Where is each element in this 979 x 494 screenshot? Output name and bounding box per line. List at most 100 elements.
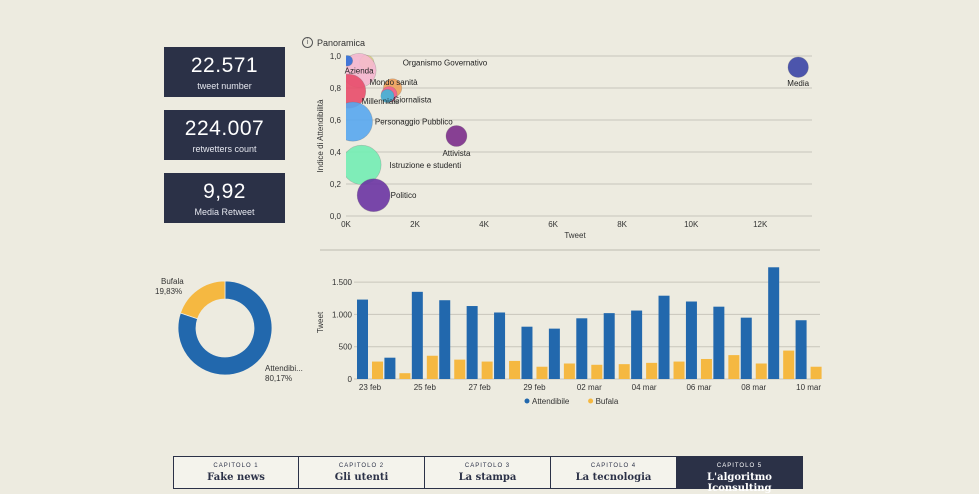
x-tick-label: 23 feb (359, 383, 382, 392)
tab-title: La stampa (458, 472, 517, 483)
bubble-point (356, 178, 391, 212)
bar (509, 360, 521, 379)
x-tick-label: 12K (753, 220, 768, 229)
bar (591, 364, 603, 379)
bar (603, 313, 615, 379)
donut-slice (179, 280, 226, 320)
kpi-label: tweet number (197, 81, 252, 91)
bar (685, 301, 697, 379)
x-tick-label: 6K (548, 220, 558, 229)
bar (426, 355, 438, 379)
tab-title: Gli utenti (334, 472, 389, 483)
x-tick-label: 29 feb (523, 383, 546, 392)
x-axis-title: Tweet (564, 231, 586, 240)
bubble-label: Organismo Governativo (403, 58, 488, 67)
bubble-label: Attivista (442, 149, 471, 158)
tab-kicker: CAPITOLO 4 (590, 463, 637, 469)
legend-swatch (524, 398, 530, 404)
y-axis-title: Indice di Attendibilità (316, 99, 325, 172)
kpi-card-media-retweet: 9,92 Media Retweet (164, 173, 285, 223)
bar (646, 362, 658, 379)
bar (700, 358, 712, 379)
tab-chapter-1[interactable]: CAPITOLO 1 Fake news (173, 456, 299, 489)
kpi-value: 224.007 (184, 117, 265, 140)
legend-label: Attendibile (532, 397, 570, 406)
y-tick-label: 0 (348, 375, 353, 384)
bar (713, 306, 725, 379)
bar (673, 361, 685, 379)
tab-chapter-3[interactable]: CAPITOLO 3 La stampa (425, 456, 551, 489)
bar (740, 317, 752, 379)
bar (795, 320, 807, 379)
tab-kicker: CAPITOLO 5 (716, 463, 763, 469)
slice-value-label: 80,17% (265, 374, 292, 383)
panel-title: i Panoramica (302, 37, 365, 48)
tab-chapter-4[interactable]: CAPITOLO 4 La tecnologia (551, 456, 677, 489)
bar (384, 357, 396, 379)
kpi-value: 22.571 (190, 54, 259, 77)
bar (618, 364, 630, 379)
y-tick-label: 1.500 (332, 278, 353, 287)
bar (411, 291, 423, 379)
y-tick-label: 0,2 (330, 180, 342, 189)
bar (536, 366, 548, 379)
bar (357, 299, 368, 379)
x-tick-label: 25 feb (414, 383, 437, 392)
bar (563, 363, 575, 379)
bar (631, 310, 643, 379)
bubble-label: Millennials (362, 97, 399, 106)
y-tick-label: 1,0 (330, 52, 342, 61)
y-tick-label: 1.000 (332, 310, 353, 319)
x-tick-label: 04 mar (632, 383, 657, 392)
slice-value-label: 19,83% (155, 287, 182, 296)
kpi-card-tweet-number: 22.571 tweet number (164, 47, 285, 97)
bubble-point (380, 89, 395, 103)
kpi-label: retwetters count (192, 144, 257, 154)
x-tick-label: 08 mar (741, 383, 766, 392)
donut-slice (177, 280, 273, 376)
bar (454, 359, 466, 379)
bubble-point (445, 125, 468, 147)
y-tick-label: 0,8 (330, 84, 342, 93)
bar (783, 350, 795, 379)
x-tick-label: 06 mar (686, 383, 711, 392)
x-tick-label: 4K (479, 220, 489, 229)
bubble-label: Media (787, 79, 809, 88)
tab-kicker: CAPITOLO 3 (464, 463, 511, 469)
legend-swatch (588, 398, 594, 404)
bar (494, 312, 506, 379)
tab-title: La tecnologia (575, 472, 652, 483)
bar (439, 300, 451, 379)
bar (810, 366, 822, 379)
y-tick-label: 0,4 (330, 148, 342, 157)
bar (658, 295, 670, 379)
tab-title: L'algoritmo Iconsulting (707, 472, 772, 494)
bubble-label: Azienda (345, 66, 374, 75)
y-tick-label: 500 (339, 343, 353, 352)
bubble-label: Personaggio Pubblico (375, 118, 453, 127)
tab-title: Fake news (207, 472, 265, 483)
legend-label: Bufala (596, 397, 619, 406)
bar (372, 361, 383, 379)
bubble-point (787, 56, 809, 78)
x-tick-label: 0K (341, 220, 351, 229)
x-tick-label: 2K (410, 220, 420, 229)
bubble-label: Istruzione e studenti (390, 161, 462, 170)
bar (548, 328, 560, 379)
slice-name-label: Bufala (161, 277, 184, 286)
bar (576, 318, 588, 379)
bar (768, 267, 780, 379)
bar (481, 361, 493, 379)
bubble-point (346, 101, 373, 142)
bar (521, 326, 533, 379)
bar (399, 373, 411, 379)
bubble-point (346, 55, 353, 67)
tab-chapter-2[interactable]: CAPITOLO 2 Gli utenti (299, 456, 425, 489)
info-icon[interactable]: i (302, 37, 313, 48)
bar (466, 306, 478, 379)
tab-chapter-5[interactable]: CAPITOLO 5 L'algoritmo Iconsulting (677, 456, 803, 494)
bubble-label: Giornalista (393, 95, 432, 104)
